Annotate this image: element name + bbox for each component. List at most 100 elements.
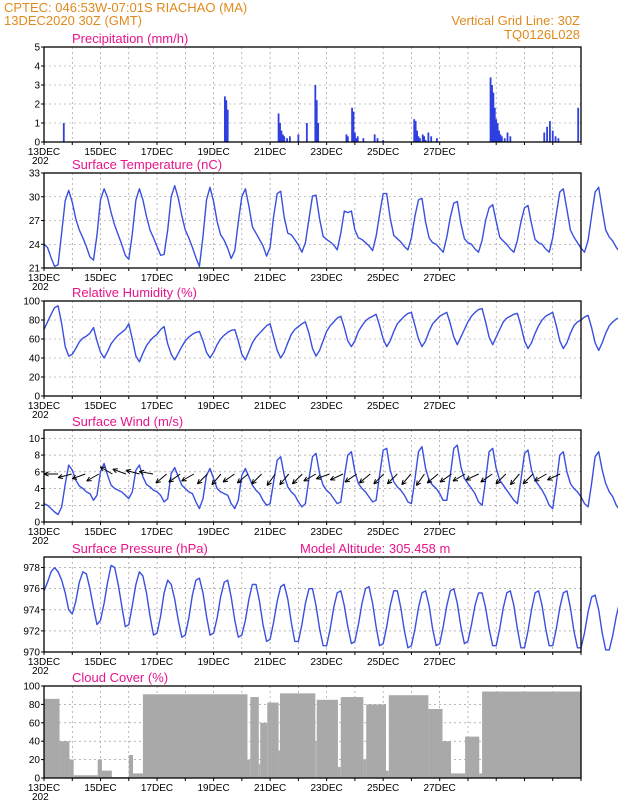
- wind-arrow: [125, 469, 140, 475]
- series-line: [43, 564, 618, 651]
- wind-arrow: [373, 473, 385, 485]
- y-tick-label: 2: [34, 100, 40, 111]
- precip-bar: [314, 85, 317, 142]
- y-tick-label: 80: [29, 700, 41, 711]
- wind-arrowhead: [426, 478, 433, 484]
- precip-bar: [281, 134, 284, 142]
- precip-bar: [353, 132, 356, 142]
- wind-arrow: [181, 473, 195, 482]
- x-tick-label: 13DEC: [28, 147, 60, 158]
- wind-arrowhead: [533, 476, 540, 482]
- x-tick-label: 21DEC: [254, 147, 286, 158]
- y-tick-label: 1: [34, 119, 40, 130]
- wind-arrow: [222, 473, 235, 483]
- wind-arrowhead: [112, 468, 118, 474]
- wind-arrow: [330, 473, 344, 481]
- cloud-bar: [363, 759, 367, 778]
- x-tick-label: 19DEC: [197, 527, 229, 538]
- wind-arrowhead: [222, 477, 229, 483]
- wind-arrowhead: [344, 477, 351, 483]
- cloud-bar: [97, 759, 102, 778]
- wind-arrow: [139, 471, 154, 475]
- precip-bar: [551, 130, 554, 142]
- cloud-bar: [267, 702, 279, 778]
- wind-arrow: [197, 473, 208, 485]
- x-tick-label: 25DEC: [367, 147, 399, 158]
- cloud-bar: [315, 741, 317, 778]
- x-year-label: 202: [32, 410, 49, 421]
- precip-bar: [506, 132, 509, 142]
- wind-arrowhead: [439, 477, 446, 483]
- wind-arrowhead: [509, 479, 516, 486]
- precip-bar: [286, 138, 288, 142]
- x-tick-label: 25DEC: [367, 273, 399, 284]
- x-tick-label: 15DEC: [84, 657, 116, 668]
- precip-bar: [543, 132, 546, 142]
- cloud-bar: [366, 704, 386, 778]
- y-tick-label: 100: [23, 682, 40, 693]
- wind-arrow: [480, 473, 493, 483]
- x-tick-label: 21DEC: [254, 527, 286, 538]
- cloud-bar: [69, 759, 74, 778]
- wind-arrowhead: [155, 478, 161, 484]
- y-tick-label: 8: [34, 451, 40, 462]
- precip-bar: [356, 136, 359, 142]
- model-altitude-label: Model Altitude: 305.458 m: [300, 541, 450, 556]
- cloud-bar: [101, 770, 112, 778]
- y-tick-label: 40: [29, 737, 41, 748]
- y-tick-label: 4: [34, 484, 40, 495]
- precip-bar: [352, 111, 355, 142]
- wind-arrowhead: [329, 475, 336, 481]
- surface-wind-panel: 0 2 4 6 8 10 13DEC 15DEC 17DEC 19DEC 21DEC 23DEC 25D…: [28, 414, 618, 547]
- panel-title: Surface Temperature (nC): [72, 157, 222, 172]
- y-tick-label: 972: [23, 626, 40, 637]
- wind-arrowhead: [547, 475, 553, 481]
- precip-bar: [417, 136, 420, 142]
- wind-arrow: [251, 473, 262, 485]
- cloud-bar: [59, 741, 70, 778]
- panel-title: Surface Wind (m/s): [72, 414, 183, 429]
- panel-title: Surface Pressure (hPa): [72, 541, 208, 556]
- precip-bar: [279, 123, 281, 142]
- wind-arrowhead: [236, 478, 243, 484]
- wind-arrowhead: [139, 469, 145, 475]
- x-tick-label: 25DEC: [367, 527, 399, 538]
- y-tick-label: 27: [29, 216, 41, 227]
- cloud-bar: [44, 698, 60, 778]
- wind-arrow: [452, 473, 466, 482]
- cloud-bar: [247, 759, 251, 778]
- y-tick-label: 0: [34, 518, 40, 529]
- wind-arrowhead: [181, 476, 187, 482]
- wind-arrowhead: [43, 471, 49, 477]
- precip-bar: [62, 123, 65, 142]
- cloud-bar: [260, 722, 268, 778]
- header-location: CPTEC: 046:53W-07:01S RIACHAO (MA): [4, 0, 247, 15]
- cloud-bar: [73, 775, 98, 778]
- wind-arrow: [547, 473, 561, 481]
- precip-bar: [427, 132, 430, 142]
- precip-bar: [416, 130, 418, 142]
- wind-arrowhead: [480, 477, 486, 483]
- precip-bar: [345, 134, 348, 142]
- x-year-label: 202: [32, 282, 49, 293]
- wind-arrowhead: [266, 480, 272, 486]
- cloud-bar: [428, 709, 443, 778]
- cloud-bar: [250, 697, 259, 778]
- x-tick-label: 23DEC: [311, 657, 343, 668]
- x-tick-label: 19DEC: [197, 401, 229, 412]
- panel-title: Relative Humidity (%): [72, 285, 197, 300]
- precip-bar: [430, 136, 433, 142]
- y-tick-label: 10: [29, 434, 41, 445]
- wind-arrowhead: [168, 477, 174, 483]
- x-tick-label: 17DEC: [141, 527, 173, 538]
- x-tick-label: 15DEC: [84, 783, 116, 794]
- precip-bar: [423, 136, 426, 142]
- wind-arrow: [426, 473, 439, 484]
- y-tick-label: 5: [34, 43, 40, 54]
- precip-bar: [546, 126, 548, 142]
- cloud-bar: [385, 770, 389, 778]
- wind-arrow: [303, 473, 317, 482]
- precip-bar: [317, 123, 320, 142]
- cloud-bar: [133, 773, 143, 778]
